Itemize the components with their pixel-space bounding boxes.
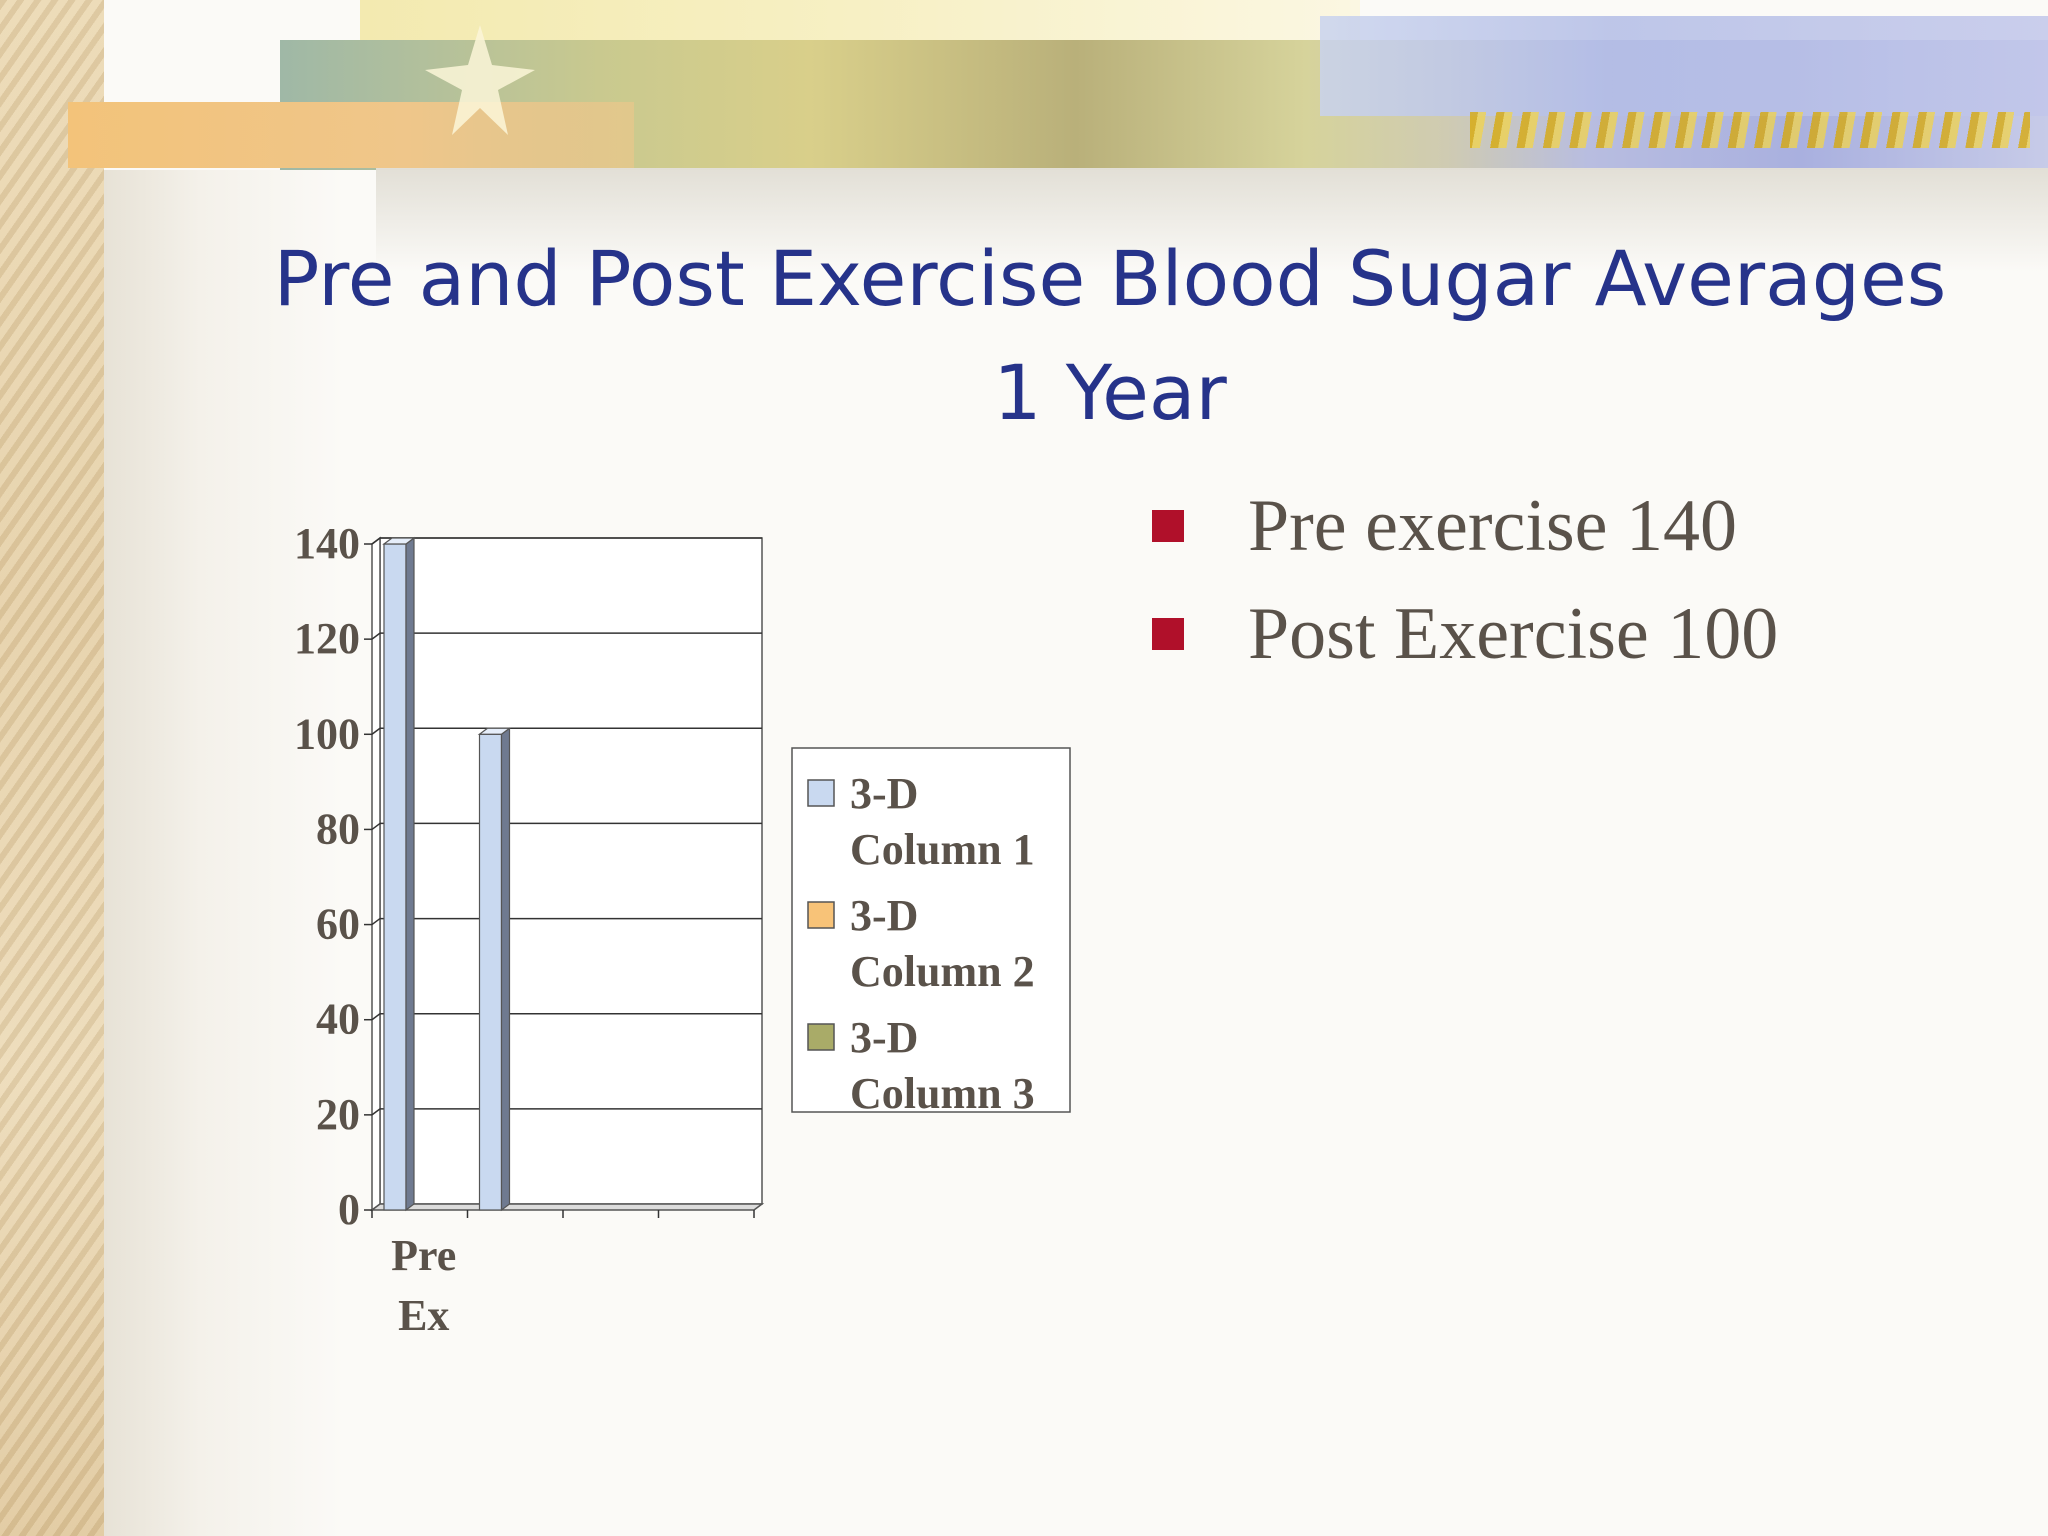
banner-top-band	[360, 0, 1360, 42]
legend-swatch	[807, 779, 835, 807]
y-tick-label: 0	[338, 1185, 360, 1234]
x-category-label: Ex	[398, 1291, 449, 1340]
legend-label: Column 2	[850, 947, 1035, 996]
leaf-icon	[425, 25, 535, 135]
bullet-text: Post Exercise 100	[1248, 593, 1779, 675]
slide-title: Pre and Post Exercise Blood Sugar Averag…	[220, 222, 2000, 450]
left-shadow	[104, 170, 344, 1536]
bar-top	[477, 727, 512, 735]
gridline-side	[371, 537, 381, 545]
bar	[383, 543, 407, 1211]
title-line-1: Pre and Post Exercise Blood Sugar Averag…	[273, 234, 1947, 323]
legend-swatch	[807, 901, 835, 929]
bar-side	[405, 536, 415, 1212]
legend-label: 3-D	[850, 891, 918, 940]
banner-shadow	[376, 168, 2048, 272]
y-tick-label: 80	[316, 804, 360, 853]
x-category-label: Pre	[391, 1231, 456, 1280]
legend-label: 3-D	[850, 1013, 918, 1062]
gridline-side	[371, 822, 381, 831]
banner-gold-grass	[1470, 112, 2030, 148]
bar-side	[500, 727, 511, 1212]
gridline-side	[371, 727, 381, 735]
bullet-text: Pre exercise 140	[1248, 485, 1738, 567]
plot-floor	[369, 1203, 765, 1211]
legend-swatch	[807, 1023, 835, 1051]
bar	[478, 733, 503, 1211]
title-line-2: 1 Year	[993, 348, 1227, 437]
legend-box	[791, 747, 1071, 1113]
banner-orange-band	[68, 102, 634, 168]
y-tick-label: 100	[294, 709, 360, 758]
y-tick-label: 120	[294, 614, 360, 663]
legend-label: Column 3	[850, 1069, 1035, 1118]
gridline-side	[371, 632, 381, 640]
y-tick-label: 40	[316, 995, 360, 1044]
gridline-side	[371, 917, 381, 926]
legend-label: Column 1	[850, 825, 1035, 874]
y-tick-label: 140	[294, 519, 360, 568]
y-tick-label: 60	[316, 900, 360, 949]
y-tick-label: 20	[316, 1090, 360, 1139]
square-bullet-icon	[1152, 618, 1184, 650]
plot-area	[379, 537, 763, 1205]
banner-blue-flowers	[1320, 16, 2048, 116]
gridline-side	[371, 1013, 381, 1021]
bar-top	[382, 537, 416, 545]
square-bullet-icon	[1152, 510, 1184, 542]
gridline-side	[371, 1108, 381, 1116]
left-texture-strip	[0, 0, 104, 1536]
legend-label: 3-D	[850, 769, 918, 818]
